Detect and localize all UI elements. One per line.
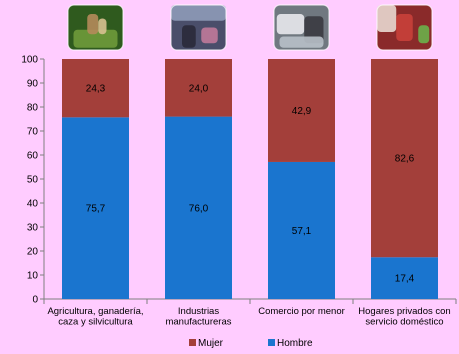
data-label-hombre: 57,1 <box>292 226 312 237</box>
chart-legend: Mujer Hombre <box>189 338 313 349</box>
x-category-label: Comercio por menor <box>258 306 345 317</box>
data-label-mujer: 24,0 <box>189 83 209 94</box>
retail-workers-photo <box>273 4 330 51</box>
y-tick-label: 70 <box>27 127 39 138</box>
x-category-label: Industrias manufactureras <box>165 306 231 328</box>
y-tick-label: 100 <box>21 55 38 66</box>
chart-bars <box>62 59 438 299</box>
chart-labels: 75,7 76,0 57,1 17,4 24,3 24,0 42,9 82,6 <box>86 83 415 284</box>
bar-hombre <box>371 257 438 299</box>
y-tick-label: 10 <box>27 271 39 282</box>
y-tick-label: 90 <box>27 79 39 90</box>
x-category-label: Hogares privados con servicio doméstico <box>358 306 450 328</box>
legend-swatch-hombre <box>268 339 275 346</box>
x-category-label: Agricultura, ganadería, caza y silvicultu… <box>47 306 143 328</box>
y-tick-label: 60 <box>27 151 39 162</box>
data-label-mujer: 82,6 <box>395 154 415 165</box>
legend-swatch-mujer <box>189 339 196 346</box>
legend-label-mujer: Mujer <box>198 338 224 349</box>
farm-workers-photo <box>67 4 124 51</box>
bar-mujer <box>165 59 232 117</box>
data-label-hombre: 75,7 <box>86 204 106 215</box>
data-label-mujer: 42,9 <box>292 106 312 117</box>
y-tick-label: 30 <box>27 223 39 234</box>
data-label-mujer: 24,3 <box>86 84 106 95</box>
y-tick-label: 20 <box>27 247 39 258</box>
y-tick-label: 40 <box>27 199 39 210</box>
bar-mujer <box>268 59 335 162</box>
bar-mujer <box>371 59 438 258</box>
y-tick-label: 50 <box>27 175 39 186</box>
data-label-hombre: 76,0 <box>189 203 209 214</box>
bar-hombre <box>165 116 232 299</box>
bar-hombre <box>268 161 335 299</box>
data-label-hombre: 17,4 <box>395 274 415 285</box>
factory-workers-photo <box>170 4 227 51</box>
y-tick-label: 0 <box>32 295 38 306</box>
bar-hombre <box>62 117 129 299</box>
category-photos <box>67 4 433 51</box>
legend-label-hombre: Hombre <box>277 338 313 349</box>
bar-mujer <box>62 59 129 118</box>
y-tick-label: 80 <box>27 103 39 114</box>
domestic-worker-photo <box>376 4 433 51</box>
